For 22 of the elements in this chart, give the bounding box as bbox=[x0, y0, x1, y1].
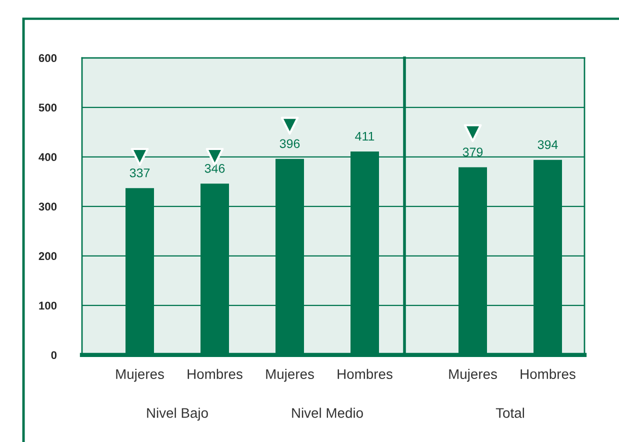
text: 379 bbox=[462, 148, 483, 156]
text: Nivel Medio bbox=[292, 408, 363, 418]
text: 411 bbox=[355, 132, 374, 141]
y-tick-label: 400 bbox=[38, 153, 57, 162]
x-tick-label: Hombres bbox=[338, 368, 392, 380]
text: Total bbox=[496, 408, 524, 418]
x-tick-label: Hombres bbox=[188, 368, 242, 380]
text: 396 bbox=[280, 139, 300, 148]
y-tick-label: 300 bbox=[38, 202, 57, 211]
x-tick-label: Hombres bbox=[520, 368, 576, 380]
y-tick-label: 200 bbox=[38, 252, 57, 260]
x-tick-label: Mujeres bbox=[266, 368, 314, 382]
text: 394 bbox=[538, 140, 558, 150]
y-tick-label: 600 bbox=[38, 54, 57, 62]
y-tick-label: 500 bbox=[38, 104, 57, 112]
x-tick-label: Mujeres bbox=[116, 368, 164, 382]
text: 337 bbox=[130, 168, 150, 178]
text: 346 bbox=[204, 164, 225, 173]
y-tick-label: 0 bbox=[51, 351, 57, 360]
text: Nivel Bajo bbox=[147, 408, 208, 421]
y-tick-label: 100 bbox=[39, 302, 57, 310]
x-tick-label: Mujeres bbox=[449, 368, 497, 382]
